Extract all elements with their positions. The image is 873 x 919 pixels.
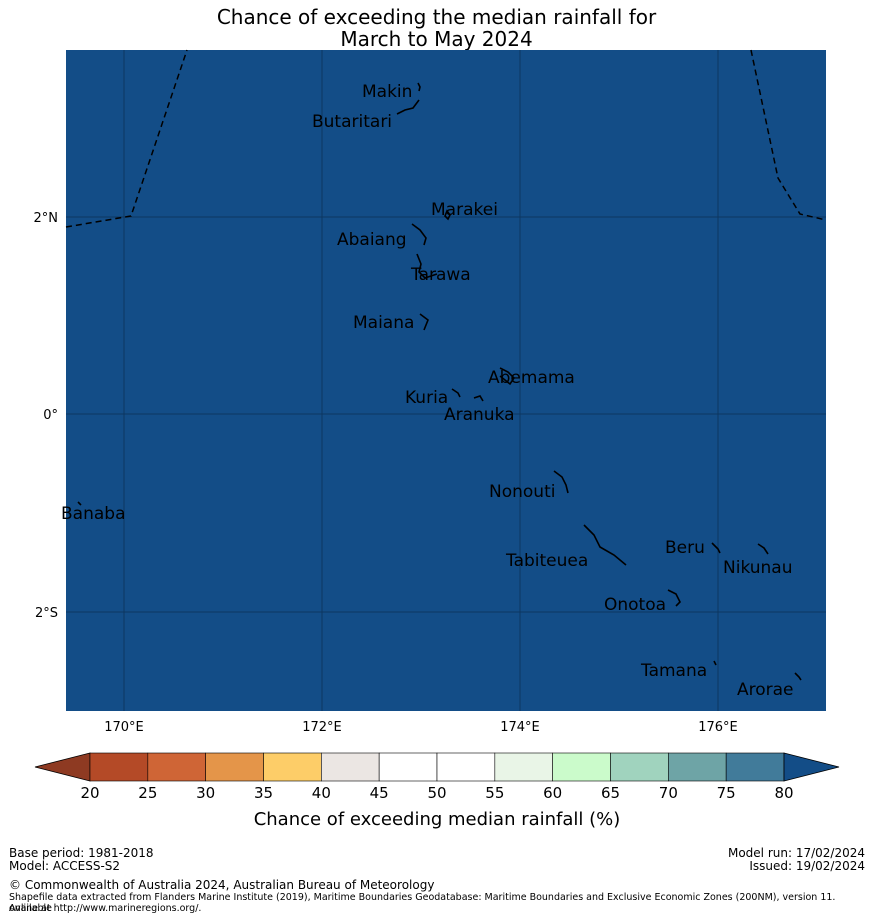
place-label-banaba: Banaba [61, 504, 125, 524]
colorbar-bin [610, 752, 669, 782]
island-aranuka [473, 395, 484, 402]
place-label-tabiteuea: Tabiteuea [505, 551, 588, 571]
place-label-butaritari: Butaritari [312, 112, 392, 132]
colorbar-bin [89, 752, 149, 782]
colorbar-tick-label: 50 [427, 784, 446, 802]
colorbar-tick-label: 20 [80, 784, 99, 802]
island-onotoa [667, 589, 681, 607]
place-label-nonouti: Nonouti [489, 482, 555, 502]
footer-model-run: Model run: 17/02/2024 [727, 846, 865, 860]
island-tamana [713, 660, 717, 666]
place-label-abaiang: Abaiang [337, 230, 407, 250]
place-label-beru: Beru [665, 538, 705, 558]
island-kuria [451, 388, 461, 398]
colorbar-tick-label: 80 [774, 784, 793, 802]
colorbar-tick-label: 30 [196, 784, 215, 802]
footer-shapefile-line2: online at http://www.marineregions.org/. [9, 903, 202, 914]
place-label-aranuka: Aranuka [444, 405, 515, 425]
colorbar-bin [552, 752, 611, 782]
lon-tick-174e: 174°E [500, 720, 540, 735]
colorbar-tick-label: 60 [543, 784, 562, 802]
island-nikunau [757, 543, 769, 555]
island-marakei [444, 209, 451, 221]
footer-model: Model: ACCESS-S2 [9, 859, 121, 873]
place-label-maiana: Maiana [353, 313, 414, 333]
colorbar-tick-label: 55 [485, 784, 504, 802]
map-gridlines [66, 50, 826, 711]
colorbar-tick-label: 35 [254, 784, 273, 802]
colorbar-tick-labels: 20 25 30 35 40 45 50 55 60 65 70 75 80 [80, 784, 793, 802]
footer-base-period: Base period: 1981-2018 [9, 846, 154, 860]
lon-tick-176e: 176°E [698, 720, 738, 735]
colorbar-bin [436, 752, 496, 782]
lat-tick-eq: 0° [43, 408, 58, 423]
chart-title-line1: Chance of exceeding the median rainfall … [216, 5, 657, 29]
colorbar-bin [494, 752, 553, 782]
place-labels: Makin Butaritari Marakei Abaiang Tarawa … [61, 82, 794, 700]
island-outlines [77, 82, 802, 681]
footer-shapefile-line1: Shapefile data extracted from Flanders M… [9, 892, 836, 914]
colorbar-bin [725, 752, 785, 782]
colorbar-bin [668, 752, 727, 782]
place-label-onotoa: Onotoa [604, 595, 666, 615]
colorbar-tick-label: 25 [138, 784, 157, 802]
footer-copyright: © Commonwealth of Australia 2024, Austra… [9, 878, 435, 892]
eez-boundaries [65, 49, 827, 228]
island-butaritari [396, 99, 420, 115]
island-arorae [794, 672, 802, 681]
colorbar-bin [205, 752, 264, 782]
colorbar-bin [263, 752, 322, 782]
colorbar-bin [321, 752, 380, 782]
eez-boundary-west [65, 49, 188, 228]
colorbar-tick-label: 70 [659, 784, 678, 802]
colorbar-bin [378, 752, 438, 782]
colorbar [34, 752, 840, 782]
colorbar-tick-label: 40 [312, 784, 331, 802]
lon-tick-170e: 170°E [104, 720, 144, 735]
colorbar-extend-high [783, 752, 840, 782]
lon-tick-172e: 172°E [302, 720, 342, 735]
island-maiana [419, 313, 429, 331]
island-nonouti [553, 470, 569, 494]
island-abemama [499, 367, 516, 386]
place-label-arorae: Arorae [737, 680, 794, 700]
island-beru [711, 542, 721, 554]
colorbar-extend-low [34, 752, 91, 782]
axis-tick-labels: 170°E 172°E 174°E 176°E 2°N 0° 2°S [34, 211, 738, 735]
place-label-marakei: Marakei [431, 200, 498, 220]
island-banaba [77, 501, 82, 506]
map-ocean-panel [66, 50, 826, 711]
place-label-kuria: Kuria [405, 388, 448, 408]
footer-issued: Issued: 19/02/2024 [749, 859, 865, 873]
place-label-nikunau: Nikunau [723, 558, 793, 578]
place-label-tarawa: Tarawa [410, 265, 471, 285]
place-label-makin: Makin [362, 82, 412, 102]
eez-boundary-east [750, 49, 827, 221]
colorbar-tick-label: 45 [370, 784, 389, 802]
island-tabiteuea [583, 524, 627, 566]
lat-tick-2n: 2°N [34, 211, 59, 226]
island-abaiang [411, 223, 427, 246]
colorbar-tick-label: 65 [601, 784, 620, 802]
island-makin [417, 82, 421, 92]
colorbar-bin [147, 752, 206, 782]
colorbar-tick-label: 75 [717, 784, 736, 802]
lat-tick-2s: 2°S [35, 606, 58, 621]
colorbar-label: Chance of exceeding median rainfall (%) [254, 809, 621, 830]
chart-title-line2: March to May 2024 [340, 27, 533, 51]
place-label-abemama: Abemama [488, 368, 575, 388]
place-label-tamana: Tamana [640, 661, 707, 681]
island-tarawa [416, 253, 438, 279]
